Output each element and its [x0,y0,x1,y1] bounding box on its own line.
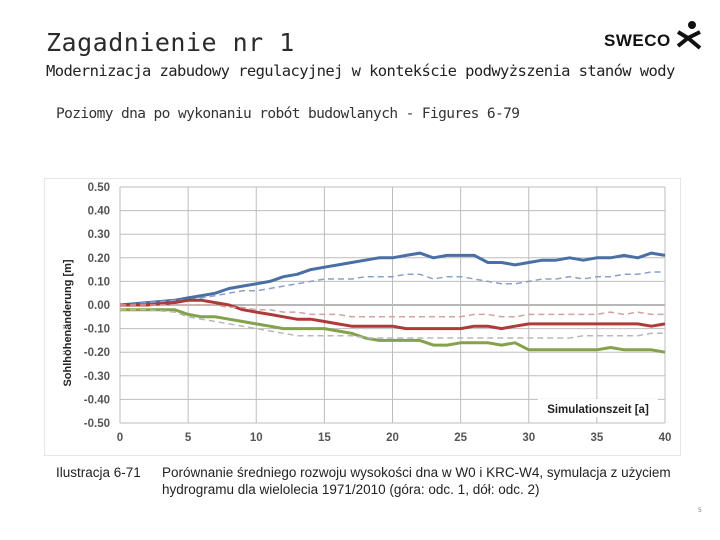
x-tick-labels: 0 5 10 15 20 25 30 35 40 [117,432,672,444]
series-line-w0-odc-1 [119,251,666,307]
y-tick-label: 0.10 [88,276,110,288]
y-tick-label: 0.40 [88,206,110,218]
caption-text: Porównanie średniego rozwoju wysokości d… [162,465,671,497]
x-axis-label: Simulationszeit [a] [547,404,649,416]
y-tick-label: -0.20 [84,347,110,359]
series-line-w0-odc-3 [120,308,666,354]
x-tick-label: 20 [386,432,399,444]
x-tick-label: 15 [318,432,331,444]
series-line-krc-w4-odc-3 [120,308,665,339]
series-line-krc-w4-odc-1 [119,271,665,306]
series-line-w0-odc-2 [120,298,666,331]
series-line-krc-w4-odc-2 [120,304,665,318]
sweco-figure-icon [676,21,702,50]
section-heading: Poziomy dna po wykonaniu robót budowlany… [56,106,520,122]
y-tick-label: 0.30 [88,229,110,241]
x-tick-label: 30 [522,432,535,444]
x-tick-label: 5 [185,432,192,444]
x-tick-label: 40 [659,432,672,444]
page-number: 5 [698,507,702,514]
caption-label: Ilustracja 6-71 [56,465,141,480]
x-tick-label: 10 [250,432,263,444]
logo-text: SWECO [604,31,671,50]
y-tick-label: 0.00 [88,300,110,312]
y-tick-labels: 0.50 0.40 0.30 0.20 0.10 0.00 -0.10 -0.20 -0.30 -… [84,182,110,430]
slide-title: Zagadnienie nr 1 [46,28,295,57]
y-axis-label: Sohlhöhenänderung [m] [62,259,74,386]
y-tick-label: 0.50 [88,182,110,194]
y-tick-label: -0.40 [84,394,110,406]
sweco-logo: SWECO [604,18,704,54]
x-tick-label: 25 [454,432,467,444]
chart-series [119,251,666,354]
y-tick-label: -0.50 [84,418,110,430]
slide-subtitle: Modernizacja zabudowy regulacyjnej w kon… [46,62,675,80]
line-chart: 0.50 0.40 0.30 0.20 0.10 0.00 -0.10 -0.20 -0.30 -… [44,178,681,456]
y-tick-label: -0.30 [84,371,110,383]
x-axis-label-bg [538,399,658,417]
x-tick-label: 0 [117,432,123,444]
y-tick-label: 0.20 [88,253,110,265]
y-tick-label: -0.10 [84,324,110,336]
x-tick-label: 35 [590,432,603,444]
